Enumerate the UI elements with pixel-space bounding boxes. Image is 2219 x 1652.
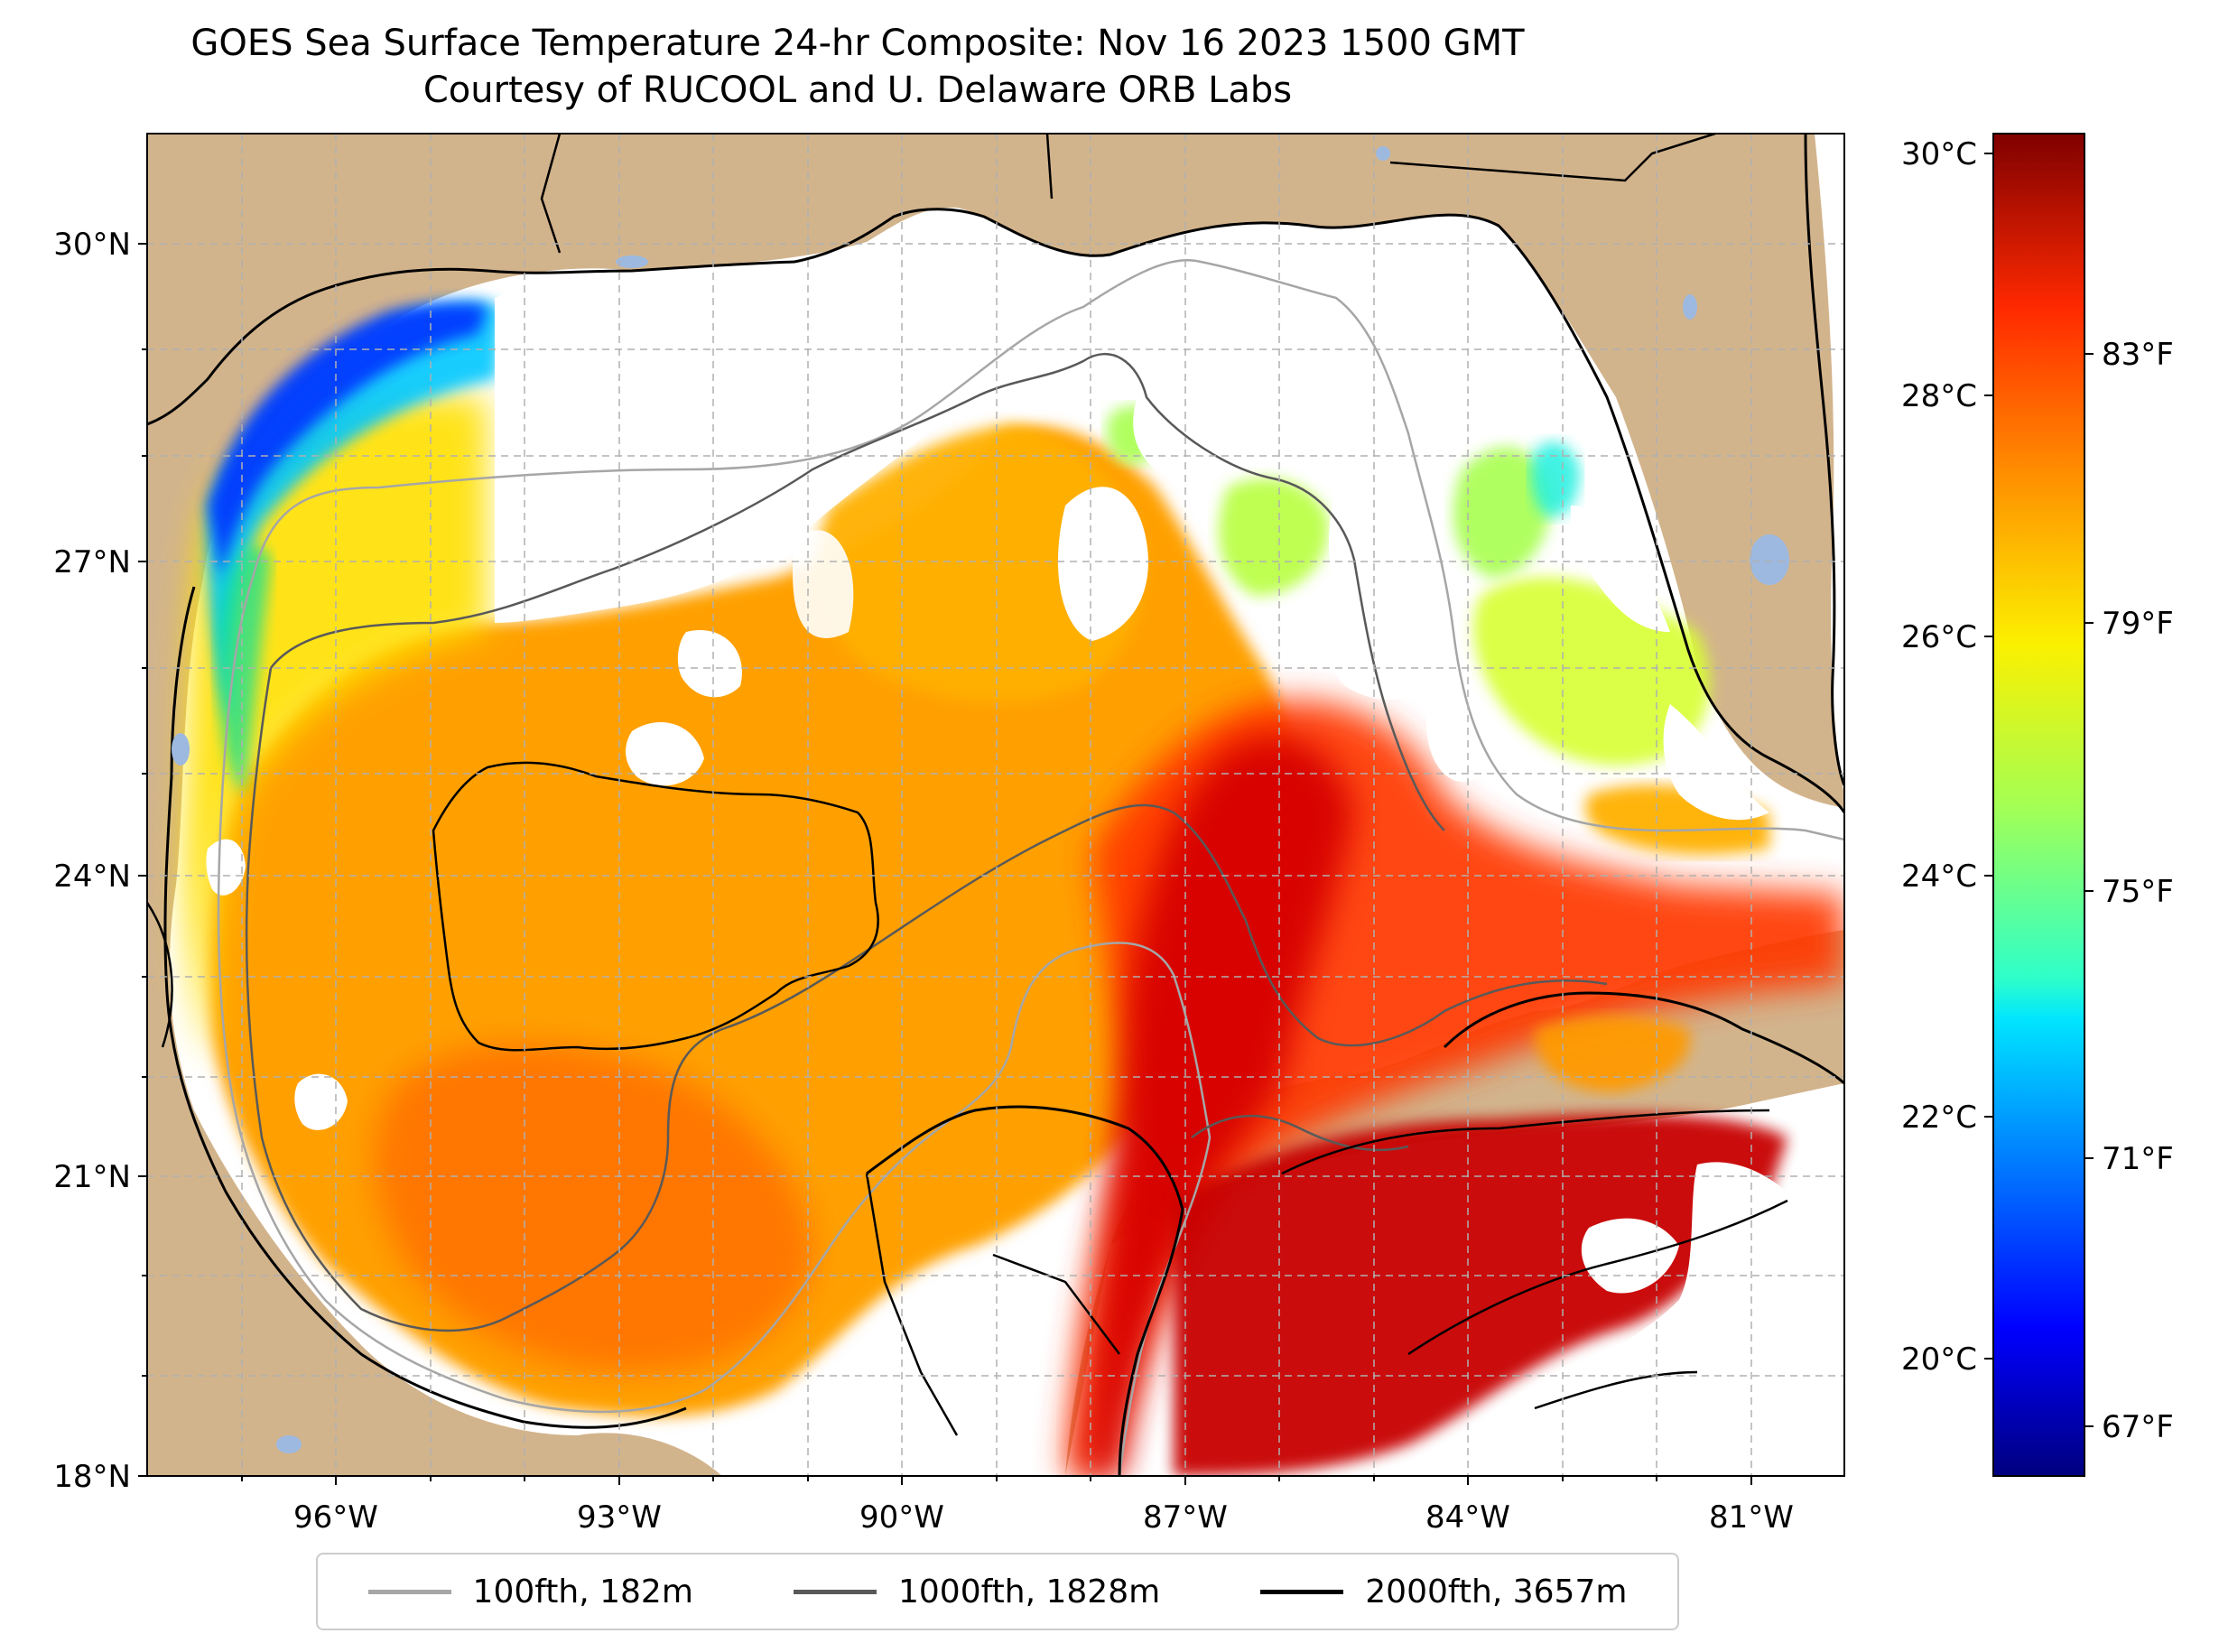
contour-100fth [217,258,1844,1476]
legend-label-2000fth: 2000fth, 3657m [1365,1573,1628,1610]
legend-swatch-2000fth [1260,1589,1344,1594]
legend-item-1000fth: 1000fth, 1828m [794,1573,1160,1610]
map-panel [147,134,1844,1476]
cbar-c-22: 22°C [1901,1100,1977,1136]
gridlines [147,134,1844,1476]
contour-legend: 100fth, 182m 1000fth, 1828m 2000fth, 365… [316,1553,1679,1630]
contour-2000fth [432,761,879,1052]
colorbar: 30°C 28°C 26°C 24°C 22°C 20°C 83°F 79°F … [1901,133,2174,1477]
lakes [172,146,1789,1453]
cbar-c-26: 26°C [1901,619,1977,655]
lon-label-90w: 90°W [859,1499,944,1536]
lat-label-27n: 27°N [53,544,131,580]
lat-label-30n: 30°N [53,227,131,263]
map-title: GOES Sea Surface Temperature 24-hr Compo… [190,23,1525,64]
legend-label-100fth: 100fth, 182m [472,1573,693,1610]
lon-label-81w: 81°W [1709,1499,1794,1536]
cbar-f-75: 75°F [2102,874,2174,910]
sst-field [183,301,1844,1476]
contour-2000fth-cayman [1281,1109,1788,1410]
lon-label-87w: 87°W [1143,1499,1228,1536]
contour-1000fth [245,352,1608,1332]
lat-tick-labels: 30°N 27°N 24°N 21°N 18°N [53,227,131,1495]
cbar-c-28: 28°C [1901,378,1977,414]
lat-label-24n: 24°N [53,858,131,895]
legend-item-2000fth: 2000fth, 3657m [1260,1573,1627,1610]
lon-label-84w: 84°W [1425,1499,1510,1536]
lon-tick-labels: 96°W 93°W 90°W 87°W 84°W 81°W [293,1499,1794,1536]
lon-label-96w: 96°W [293,1499,378,1536]
legend-label-1000fth: 1000fth, 1828m [898,1573,1161,1610]
cbar-c-30: 30°C [1901,136,1977,172]
map-subtitle: Courtesy of RUCOOL and U. Delaware ORB L… [422,70,1293,111]
cbar-f-79: 79°F [2102,606,2174,642]
legend-swatch-1000fth [794,1589,877,1594]
cbar-c-20: 20°C [1901,1341,1977,1378]
colorbar-gradient [1992,133,2085,1477]
atlantic-water [1815,134,1844,794]
cbar-f-71: 71°F [2102,1141,2174,1177]
lat-axis [138,243,147,1477]
lat-label-21n: 21°N [53,1159,131,1195]
lon-label-93w: 93°W [577,1499,662,1536]
legend-swatch-100fth [367,1589,451,1594]
legend-item-100fth: 100fth, 182m [367,1573,693,1610]
cbar-f-83: 83°F [2102,337,2174,373]
cbar-f-67: 67°F [2102,1409,2174,1445]
coastlines [147,134,1844,1476]
state-borders [147,134,1716,1436]
lat-label-18n: 18°N [53,1459,131,1495]
cbar-c-24: 24°C [1901,858,1977,895]
lon-axis [241,1476,1752,1485]
